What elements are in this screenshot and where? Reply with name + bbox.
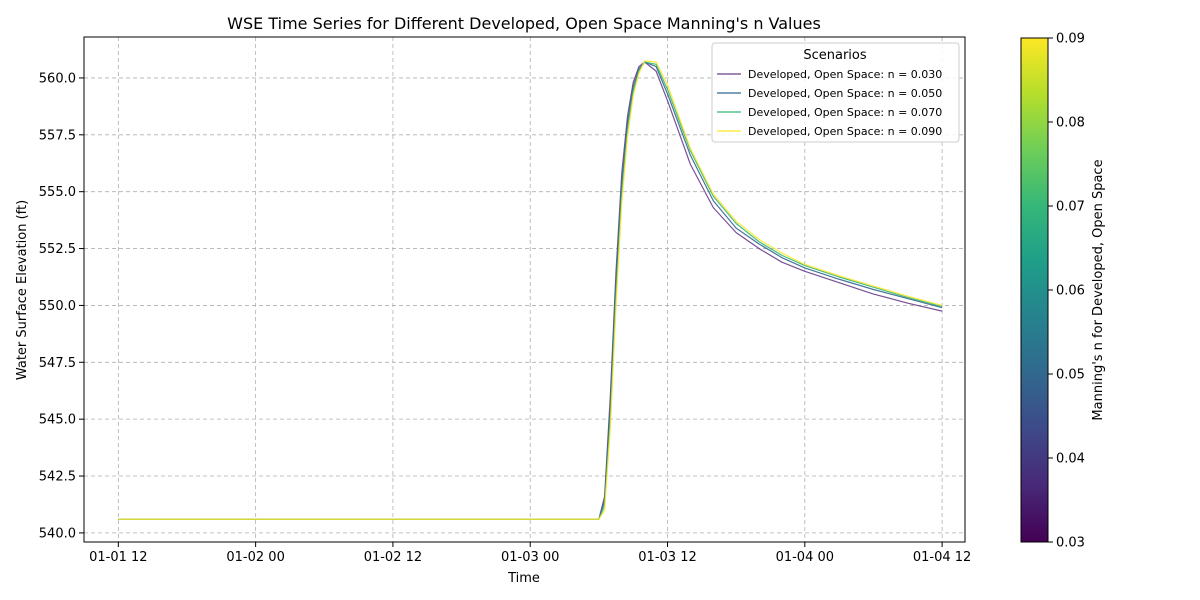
legend: Scenarios Developed, Open Space: n = 0.0… xyxy=(711,42,960,143)
x-tick-label: 01-02 00 xyxy=(226,550,284,565)
colorbar-tick-label: 0.05 xyxy=(1056,368,1085,383)
legend-entry: Developed, Open Space: n = 0.050 xyxy=(748,87,942,100)
y-axis-label: Water Surface Elevation (ft) xyxy=(15,200,30,380)
chart-title: WSE Time Series for Different Developed,… xyxy=(227,14,821,33)
y-tick-label: 557.5 xyxy=(39,128,76,143)
legend-entry: Developed, Open Space: n = 0.070 xyxy=(748,106,942,119)
x-tick-label: 01-04 00 xyxy=(776,550,834,565)
y-tick-label: 560.0 xyxy=(39,71,76,86)
colorbar-tick-label: 0.08 xyxy=(1056,116,1085,131)
colorbar-gradient xyxy=(1020,37,1049,543)
x-tick-label: 01-03 12 xyxy=(638,550,696,565)
series-line-3 xyxy=(118,60,943,520)
colorbar-tick-label: 0.04 xyxy=(1056,452,1085,467)
x-tick-label: 01-01 12 xyxy=(89,550,147,565)
legend-box xyxy=(711,42,960,143)
colorbar-tick-label: 0.09 xyxy=(1056,32,1085,47)
x-tick-label: 01-04 12 xyxy=(913,550,971,565)
y-tick-label: 550.0 xyxy=(39,299,76,314)
colorbar: 0.03 0.04 0.05 0.06 0.07 0.08 0.09 Manning's n… xyxy=(1020,32,1106,551)
y-axis: 540.0 542.5 545.0 547.5 550.0 552.5 555.0 557.5… xyxy=(39,71,84,541)
y-tick-label: 552.5 xyxy=(39,242,76,257)
x-axis-label: Time xyxy=(507,571,540,586)
colorbar-tick-label: 0.03 xyxy=(1056,536,1085,551)
y-tick-label: 542.5 xyxy=(39,470,76,485)
legend-entry: Developed, Open Space: n = 0.090 xyxy=(748,125,942,138)
y-tick-label: 547.5 xyxy=(39,356,76,371)
legend-entry: Developed, Open Space: n = 0.030 xyxy=(748,68,942,81)
legend-items: Developed, Open Space: n = 0.030 Develope… xyxy=(717,68,942,138)
y-tick-label: 545.0 xyxy=(39,413,76,428)
colorbar-ticks: 0.03 0.04 0.05 0.06 0.07 0.08 0.09 xyxy=(1048,32,1085,551)
x-axis: 01-01 12 01-02 00 01-02 12 01-03 00 01-03 12… xyxy=(89,542,971,565)
y-tick-label: 540.0 xyxy=(39,526,76,541)
x-tick-label: 01-03 00 xyxy=(501,550,559,565)
colorbar-tick-label: 0.07 xyxy=(1056,200,1085,215)
legend-title: Scenarios xyxy=(803,48,867,63)
y-tick-label: 555.0 xyxy=(39,185,76,200)
x-tick-label: 01-02 12 xyxy=(364,550,422,565)
colorbar-tick-label: 0.06 xyxy=(1056,284,1085,299)
colorbar-label: Manning's n for Developed, Open Space xyxy=(1091,159,1106,420)
plot-frame xyxy=(83,36,966,543)
series-layer xyxy=(118,60,943,520)
